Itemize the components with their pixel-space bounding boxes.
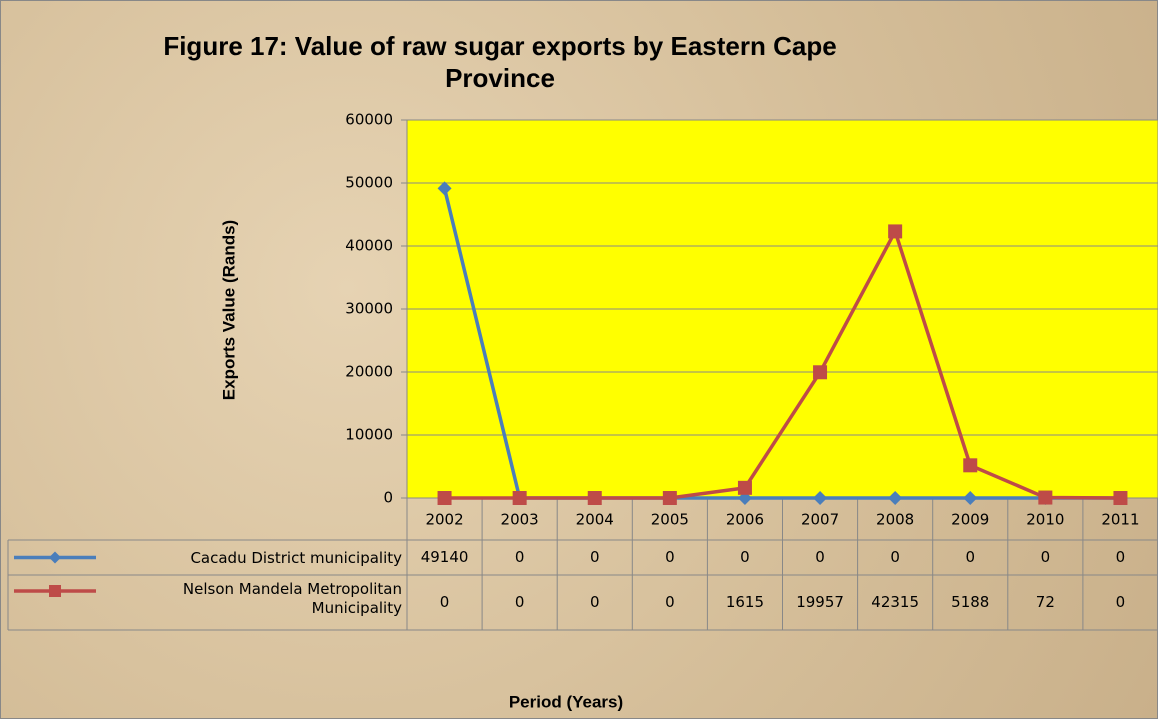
x-tick-label: 2007 xyxy=(801,511,839,529)
chart: Exports Value (Rands) Period (Years) 0 10… xyxy=(0,0,1158,719)
x-axis-label: Period (Years) xyxy=(509,692,623,711)
x-tick-label: 2009 xyxy=(951,511,989,529)
table-cell: 72 xyxy=(1036,593,1055,611)
table-cell: 49140 xyxy=(421,548,469,566)
marker xyxy=(963,458,977,472)
table-cell: 19957 xyxy=(796,593,844,611)
table-cell: 0 xyxy=(590,593,600,611)
legend-label-box: Nelson Mandela Metropolitan Municipality xyxy=(96,578,402,629)
marker xyxy=(813,365,827,379)
y-tick-label: 30000 xyxy=(345,300,393,318)
table-cell: 0 xyxy=(440,593,450,611)
table-cell: 0 xyxy=(1041,548,1051,566)
y-tick-label: 40000 xyxy=(345,237,393,255)
marker xyxy=(663,491,677,505)
legend-label-box: Cacadu District municipality xyxy=(96,543,402,574)
y-tick-label: 50000 xyxy=(345,174,393,192)
table-cell: 0 xyxy=(515,548,525,566)
table-cell: 0 xyxy=(665,548,675,566)
table-cell: 0 xyxy=(590,548,600,566)
x-tick-label: 2002 xyxy=(425,511,463,529)
marker xyxy=(588,491,602,505)
x-tick-label: 2004 xyxy=(576,511,614,529)
table-cell: 0 xyxy=(740,548,750,566)
legend-label: Nelson Mandela Metropolitan Municipality xyxy=(96,578,402,618)
x-tick-label: 2005 xyxy=(651,511,689,529)
table-cell: 0 xyxy=(815,548,825,566)
marker xyxy=(1113,491,1127,505)
table-cell: 42315 xyxy=(871,593,919,611)
legend-marker xyxy=(49,585,61,597)
legend-entry: Cacadu District municipality xyxy=(14,543,402,574)
table-cell: 5188 xyxy=(951,593,989,611)
x-tick-label: 2008 xyxy=(876,511,914,529)
chart-title: Figure 17: Value of raw sugar exports by… xyxy=(120,30,880,94)
marker xyxy=(738,481,752,495)
table-cell: 0 xyxy=(890,548,900,566)
y-tick-label: 20000 xyxy=(345,363,393,381)
y-axis-label: Exports Value (Rands) xyxy=(219,220,238,400)
legend-marker xyxy=(49,552,61,564)
marker xyxy=(513,491,527,505)
table-cell: 0 xyxy=(1116,548,1126,566)
x-tick-label: 2010 xyxy=(1026,511,1064,529)
y-tick-label: 0 xyxy=(383,489,393,507)
chart-page: Exports Value (Rands) Period (Years) 0 10… xyxy=(0,0,1158,719)
table-cell: 0 xyxy=(515,593,525,611)
marker xyxy=(438,491,452,505)
table-cell: 1615 xyxy=(726,593,764,611)
y-tick-label: 10000 xyxy=(345,426,393,444)
marker xyxy=(1038,491,1052,505)
x-tick-label: 2006 xyxy=(726,511,764,529)
table-cell: 0 xyxy=(1116,593,1126,611)
table-cell: 0 xyxy=(965,548,975,566)
x-tick-label: 2003 xyxy=(501,511,539,529)
marker xyxy=(888,224,902,238)
y-tick-label: 60000 xyxy=(345,111,393,129)
table-cell: 0 xyxy=(665,593,675,611)
legend-entry: Nelson Mandela Metropolitan Municipality xyxy=(14,578,402,629)
legend-label: Cacadu District municipality xyxy=(96,543,402,568)
x-tick-label: 2011 xyxy=(1101,511,1139,529)
